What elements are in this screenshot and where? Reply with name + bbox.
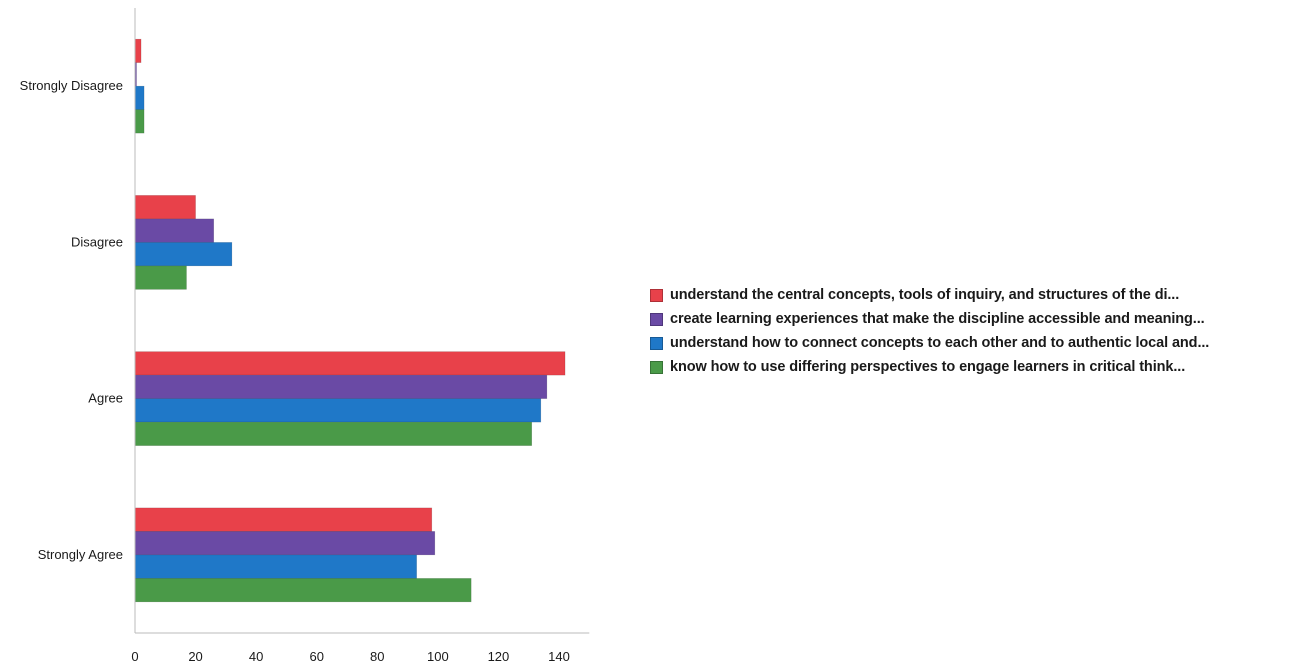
legend-label: know how to use differing perspectives t… <box>670 359 1186 375</box>
bar-3-disagree <box>134 242 233 267</box>
bar-4-disagree <box>134 265 187 290</box>
x-tick-label: 140 <box>548 649 570 664</box>
legend-item[interactable]: understand how to connect concepts to ea… <box>650 331 1209 355</box>
legend-swatch <box>650 288 663 302</box>
bar-2-disagree <box>134 218 215 243</box>
legend-item[interactable]: understand the central concepts, tools o… <box>650 283 1209 307</box>
category-label: Disagree <box>71 234 123 249</box>
legend-label: create learning experiences that make th… <box>670 311 1205 327</box>
bar-1-strongly-disagree <box>134 38 142 63</box>
bar-1-disagree <box>134 195 196 220</box>
x-tick-label: 100 <box>427 649 449 664</box>
bar-1-agree <box>134 351 566 376</box>
legend-item[interactable]: know how to use differing perspectives t… <box>650 355 1209 379</box>
category-label: Strongly Disagree <box>20 78 123 93</box>
x-tick-label: 0 <box>131 649 138 664</box>
x-tick-labels: 0 20 40 60 80 100 120 140 <box>131 649 569 664</box>
bar-4-strongly-agree <box>134 578 472 603</box>
category-labels: Strongly Disagree Disagree Agree Strongly A… <box>20 78 123 562</box>
bar-2-agree <box>134 374 548 399</box>
bar-3-strongly-disagree <box>134 85 145 110</box>
legend-label: understand the central concepts, tools o… <box>670 287 1180 303</box>
bar-1-strongly-agree <box>134 507 433 532</box>
legend-swatch <box>650 360 663 374</box>
x-tick-label: 20 <box>188 649 202 664</box>
x-tick-label: 120 <box>488 649 510 664</box>
category-label: Agree <box>88 391 123 406</box>
bar-2-strongly-agree <box>134 531 436 556</box>
legend-swatch <box>650 312 663 326</box>
x-tick-label: 60 <box>309 649 323 664</box>
legend-item[interactable]: create learning experiences that make th… <box>650 307 1209 331</box>
bar-4-strongly-disagree <box>134 109 145 134</box>
x-tick-label: 40 <box>249 649 263 664</box>
legend-label: understand how to connect concepts to ea… <box>670 335 1210 351</box>
chart-legend: understand the central concepts, tools o… <box>650 283 1209 379</box>
x-tick-label: 80 <box>370 649 384 664</box>
bars-layer <box>134 38 566 603</box>
bar-4-agree <box>134 421 533 446</box>
bar-3-agree <box>134 398 542 423</box>
bar-3-strongly-agree <box>134 554 417 579</box>
legend-swatch <box>650 336 663 350</box>
category-label: Strongly Agree <box>38 547 123 562</box>
